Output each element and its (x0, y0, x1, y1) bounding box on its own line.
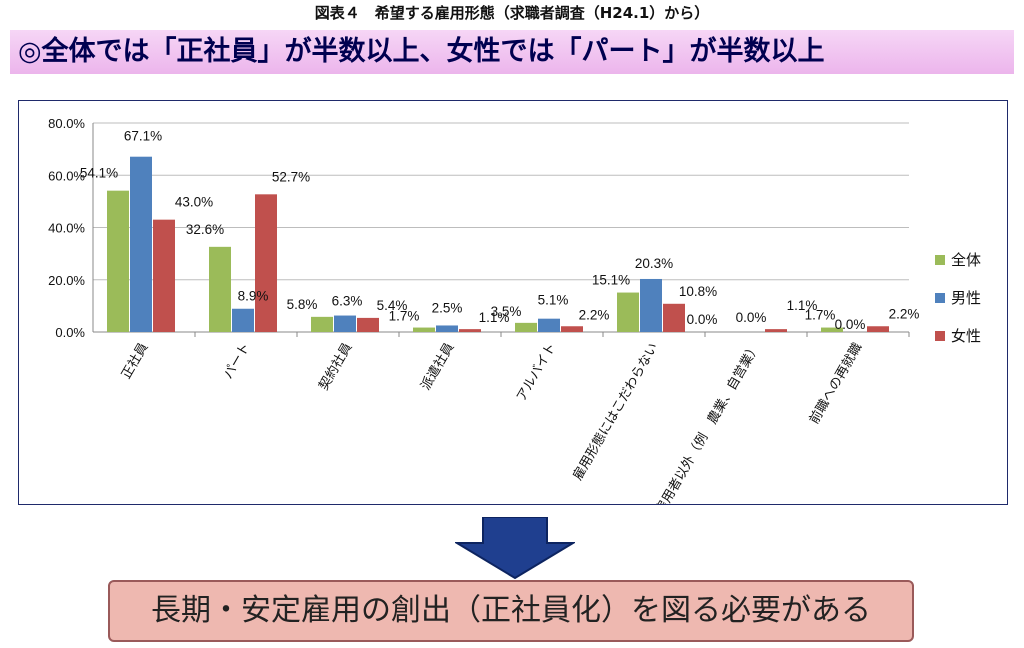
data-label: 6.3% (332, 294, 363, 309)
bar-女性 (867, 326, 889, 332)
data-label: 0.0% (687, 312, 718, 327)
bar-男性 (130, 156, 152, 332)
bar-女性 (153, 219, 175, 332)
data-label: 1.7% (805, 308, 836, 323)
data-label: 0.0% (736, 310, 767, 325)
bar-女性 (561, 326, 583, 332)
y-tick-label: 80.0% (48, 116, 85, 131)
bar-男性 (334, 315, 356, 332)
data-label: 5.4% (377, 298, 408, 313)
bar-全体 (107, 190, 129, 332)
bar-女性 (765, 329, 787, 332)
headline-banner: ◎全体では「正社員」が半数以上、女性では「パート」が半数以上 (10, 30, 1014, 74)
data-label: 1.1% (479, 310, 510, 325)
legend-label: 男性 (951, 289, 981, 307)
data-label: 8.9% (238, 289, 269, 304)
x-category-label: 契約社員 (316, 340, 356, 393)
bar-男性 (232, 308, 254, 332)
data-label: 0.0% (835, 317, 866, 332)
bar-男性 (436, 325, 458, 332)
y-tick-label: 60.0% (48, 168, 85, 183)
bar-女性 (255, 194, 277, 332)
legend-label: 女性 (951, 327, 981, 345)
bar-男性 (538, 318, 560, 332)
data-label: 20.3% (635, 256, 673, 271)
x-category-label: 正社員 (118, 340, 151, 382)
data-label: 2.2% (889, 306, 920, 321)
data-label: 2.2% (579, 307, 610, 322)
conclusion-box: 長期・安定雇用の創出（正社員化）を図る必要がある (108, 580, 914, 642)
data-label: 10.8% (679, 284, 717, 299)
data-label: 15.1% (592, 273, 630, 288)
bar-全体 (311, 316, 333, 332)
bar-全体 (413, 327, 435, 332)
down-arrow-icon (455, 517, 575, 579)
data-label: 32.6% (186, 222, 224, 237)
data-label: 1.7% (389, 309, 420, 324)
data-label: 1.1% (787, 298, 818, 313)
bar-全体 (209, 246, 231, 332)
legend-swatch-男性 (935, 293, 945, 303)
bar-女性 (357, 317, 379, 332)
data-label: 5.8% (287, 297, 318, 312)
data-label: 67.1% (124, 129, 162, 144)
bar-男性 (640, 278, 662, 332)
bar-全体 (617, 292, 639, 332)
x-category-label: パート (221, 341, 253, 382)
data-label: 2.5% (432, 300, 463, 315)
chart-frame: 0.0% 20.0% 40.0% 60.0% 80.0% 正社員 パート 契約社員 派遣社員 アル… (18, 100, 1008, 505)
data-label: 5.1% (538, 293, 569, 308)
data-label: 43.0% (175, 195, 213, 210)
legend-swatch-女性 (935, 331, 945, 341)
y-tick-label: 20.0% (48, 273, 85, 288)
legend-swatch-全体 (935, 255, 945, 265)
bar-全体 (515, 322, 537, 332)
x-category-label: 雇用形態にはこだわらない (570, 340, 662, 483)
figure-caption: 図表４ 希望する雇用形態（求職者調査（H24.1）から） (314, 4, 710, 22)
y-tick-label: 0.0% (55, 325, 85, 340)
bar-全体 (821, 327, 843, 332)
data-label: 3.5% (491, 304, 522, 319)
bar-女性 (459, 329, 481, 332)
x-category-label: 前職への再就職 (806, 340, 865, 427)
legend-label: 全体 (951, 251, 981, 269)
data-label: 54.1% (80, 166, 118, 181)
x-category-label: 派遣社員 (418, 340, 458, 393)
x-category-label: 雇用者以外（例 農業、自営業） (652, 340, 763, 504)
x-category-label: アルバイト (514, 341, 559, 405)
data-label: 52.7% (272, 169, 310, 184)
y-tick-label: 40.0% (48, 221, 85, 236)
bar-chart: 0.0% 20.0% 40.0% 60.0% 80.0% 正社員 パート 契約社員 派遣社員 アル… (48, 116, 981, 504)
bar-女性 (663, 303, 685, 332)
